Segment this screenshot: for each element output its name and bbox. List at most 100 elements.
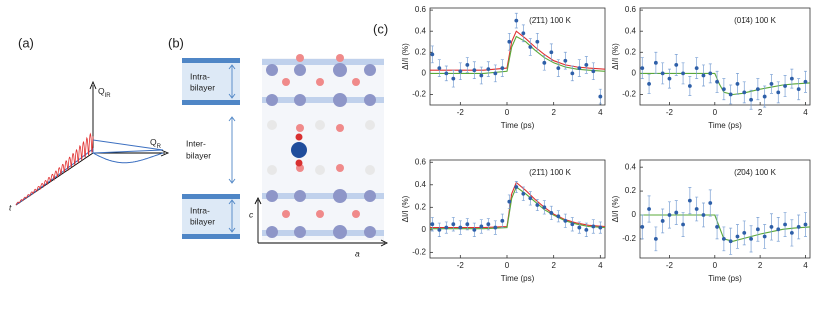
data-point [789,76,794,81]
data-point [430,52,435,57]
data-point [681,71,685,76]
data-point [708,71,713,76]
layer-label: Intra- [190,71,210,81]
data-point [542,60,547,65]
atom [266,64,278,76]
plot-frame [639,7,811,106]
data-point [653,236,658,241]
plot-frame [639,159,811,259]
data-point [535,39,540,44]
y-tick-label: 0.2 [415,47,427,56]
data-point [556,66,561,70]
chart: -0.2 0 0.2 0.4 0.6 -2 0 2 4 Time (ps) ΔI/I (%) (01̄… [611,5,811,130]
chart: -0.2 0 0.2 0.4 -2 0 2 4 Time (ps) ΔI/I (%) (2̄04) … [611,159,811,283]
y-tick-label: -0.2 [622,234,636,243]
y-tick-label: 0.6 [625,5,637,14]
y-tick-label: 0 [632,210,637,219]
data-point [465,63,470,67]
axis-label-sub: IR [105,93,112,99]
data-point [776,90,781,95]
atom [364,94,376,106]
x-tick-label: -2 [666,108,674,117]
axis-label-main: Q [98,86,105,96]
data-point [514,185,519,189]
data-point [687,198,692,203]
data-point [542,205,547,210]
atom [315,120,325,130]
data-point [507,39,512,44]
atom [266,190,278,202]
axis-label-main: Q [150,137,157,147]
atom [316,210,324,218]
axis-label: c [249,209,254,219]
panel-label: (a) [18,35,34,50]
atom [336,164,344,172]
data-point [647,82,651,86]
x-axis-label: Time (ps) [708,121,742,130]
data-point [796,225,801,229]
atom [333,93,347,107]
atom [266,226,278,238]
data-point [721,87,726,92]
data-point [667,76,672,81]
data-point [755,227,760,232]
y-tick-label: 0.4 [415,26,427,35]
diagram-a [15,80,170,206]
x-tick-label: 2 [758,108,763,117]
y-tick-label: 0.4 [625,162,637,171]
chart-title: (01̄4) 100 K [734,16,776,25]
data-point [598,94,603,99]
layer-plane [262,59,384,65]
layer-label: bilayer [190,216,215,226]
data-point [755,87,760,92]
x-tick-label: 0 [505,108,510,117]
atom [315,165,325,175]
data-point [803,222,808,227]
data-point [735,234,740,239]
y-tick-label: 0.6 [415,157,427,166]
data-point [783,84,787,88]
data-point [701,213,706,217]
data-point [640,225,645,229]
panel-label: (b) [168,35,184,50]
y-tick-label: -0.2 [412,247,426,256]
y-tick-label: 0.2 [415,202,427,211]
axis-label: a [355,248,360,258]
atom [333,225,347,239]
y-tick-label: 0 [422,225,427,234]
data-point [667,213,672,217]
x-tick-label: 0 [713,108,718,117]
chart-title: (2̄04) 100 K [734,168,776,177]
data-point [465,222,470,227]
x-tick-label: 4 [803,261,808,270]
fit-line [640,72,811,96]
data-point [486,222,491,227]
data-point [563,218,568,223]
layer-label: bilayer [186,150,211,160]
data-point [708,201,713,205]
data-point [769,82,774,86]
data-point [528,196,533,201]
y-tick-label: 0.4 [625,26,637,35]
data-point [653,60,658,65]
atom [365,120,375,130]
data-point [437,227,442,232]
layer-label: Intra- [190,205,210,215]
data-point [486,67,491,72]
y-axis-label: ΔI/I (%) [401,195,410,222]
atom [352,210,360,218]
atom [294,64,306,76]
data-point [493,71,498,76]
atom [365,165,375,175]
data-point [694,66,699,70]
data-point [444,71,449,76]
x-tick-label: 4 [598,108,603,117]
data-point [681,222,685,227]
fit-line [430,181,606,229]
axis-label-sub: R [157,144,162,150]
data-point [472,68,477,73]
atom [296,54,304,62]
axis-label: QIR [98,86,111,98]
layer-label: bilayer [190,82,215,92]
data-point [584,227,589,232]
